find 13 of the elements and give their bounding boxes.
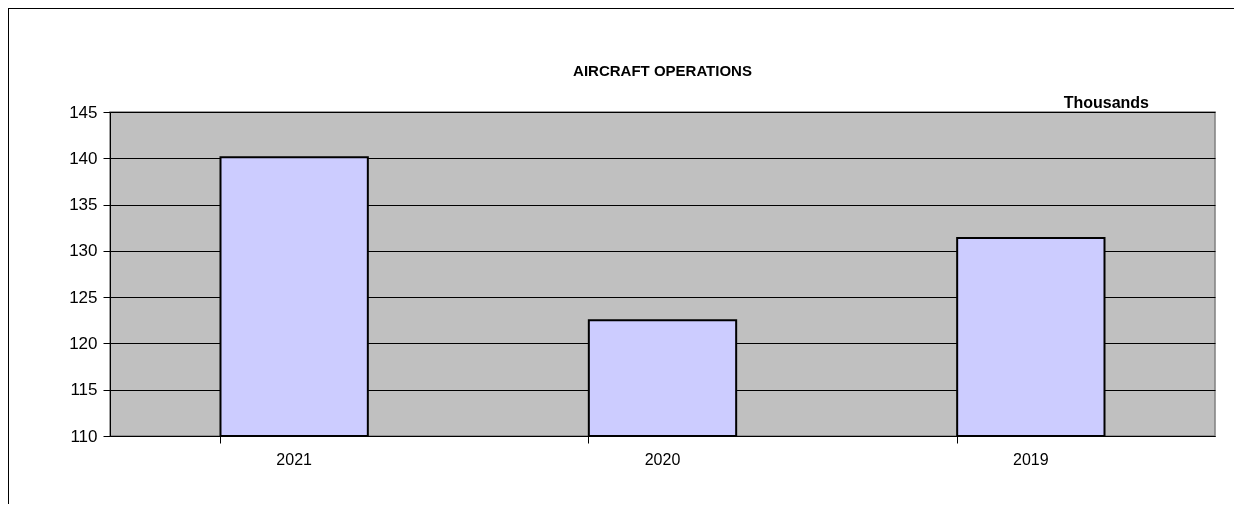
chart-title: AIRCRAFT OPERATIONS <box>573 62 752 79</box>
y-tick-label: 135 <box>69 195 98 215</box>
y-tick-label: 140 <box>69 148 98 168</box>
y-tick-label: 130 <box>69 241 98 261</box>
y-tick-label: 115 <box>70 380 98 400</box>
y-tick-label: 120 <box>69 333 98 353</box>
y-tick-label: 125 <box>69 287 98 307</box>
text: Thousands <box>1063 94 1149 112</box>
x-tick-label: 2019 <box>1013 450 1049 468</box>
x-tick-label: 2021 <box>276 450 313 468</box>
x-tick-label: 2020 <box>644 450 681 468</box>
y-tick-label: 110 <box>70 426 98 446</box>
y-tick-label: 145 <box>69 102 98 122</box>
